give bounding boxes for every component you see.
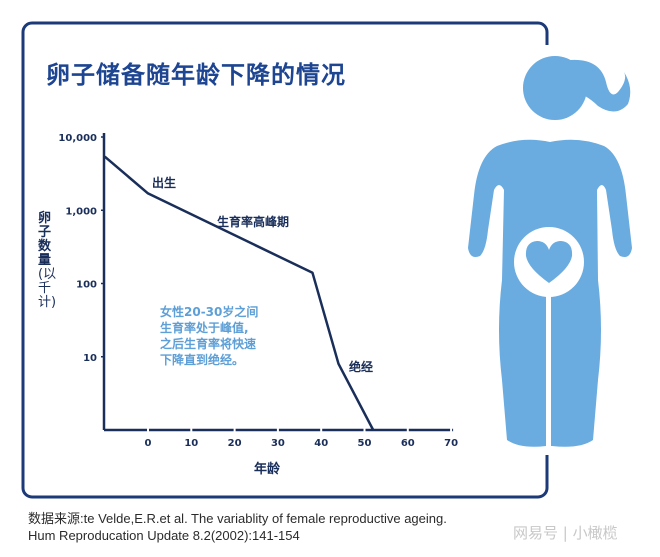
note-line: 生育率处于峰值, [160,321,249,335]
x-tick-label: 70 [444,438,458,449]
heart-icon [525,241,573,283]
annotation-peak: 生育率高峰期 [217,215,290,229]
page-title: 卵子储备随年龄下降的情况 [46,61,346,89]
series [103,155,375,431]
x-tick-label: 30 [271,438,285,449]
y-tick-label: 10 [83,353,97,364]
source-line-1: 数据来源:te Velde,E.R.et al. The variablity … [28,511,447,526]
note-line: 之后生育率将快速 [160,337,257,351]
note-line: 女性20-30岁之间 [160,305,259,319]
y-axis-label: 卵子数量(以千计) [38,211,57,310]
annotation-birth: 出生 [152,176,177,190]
y-tick-label: 1,000 [65,206,97,217]
annotation-note: 女性20-30岁之间 生育率处于峰值, 之后生育率将快速 下降直到绝经。 [160,304,258,368]
x-axis-label: 年龄 [254,462,281,477]
x-tick-label: 40 [314,438,328,449]
source-line-2: Hum Reproducation Update 8.2(2002):141-1… [28,528,300,543]
woman-silhouette-with-heart-icon [460,45,660,455]
head-icon [523,56,587,120]
x-tick-label: 60 [401,438,415,449]
y-axis-unit: (以千计) [38,267,57,310]
y-tick-label: 10,000 [58,133,97,144]
x-tick-label: 20 [228,438,242,449]
source-citation: 数据来源:te Velde,E.R.et al. The variablity … [28,510,447,544]
watermark: 网易号 | 小橄榄 [513,524,618,542]
leg-divider [546,295,551,450]
note-line: 下降直到绝经。 [160,353,245,367]
series-line [103,155,375,431]
annotation-menopause: 绝经 [349,360,374,374]
ponytail-icon [570,59,631,112]
y-tick-label: 100 [76,280,97,291]
y-axis-label-text: 卵子数量 [38,211,52,268]
x-tick-label: 0 [145,438,152,449]
x-tick-label: 50 [358,438,372,449]
x-tick-label: 10 [184,438,198,449]
